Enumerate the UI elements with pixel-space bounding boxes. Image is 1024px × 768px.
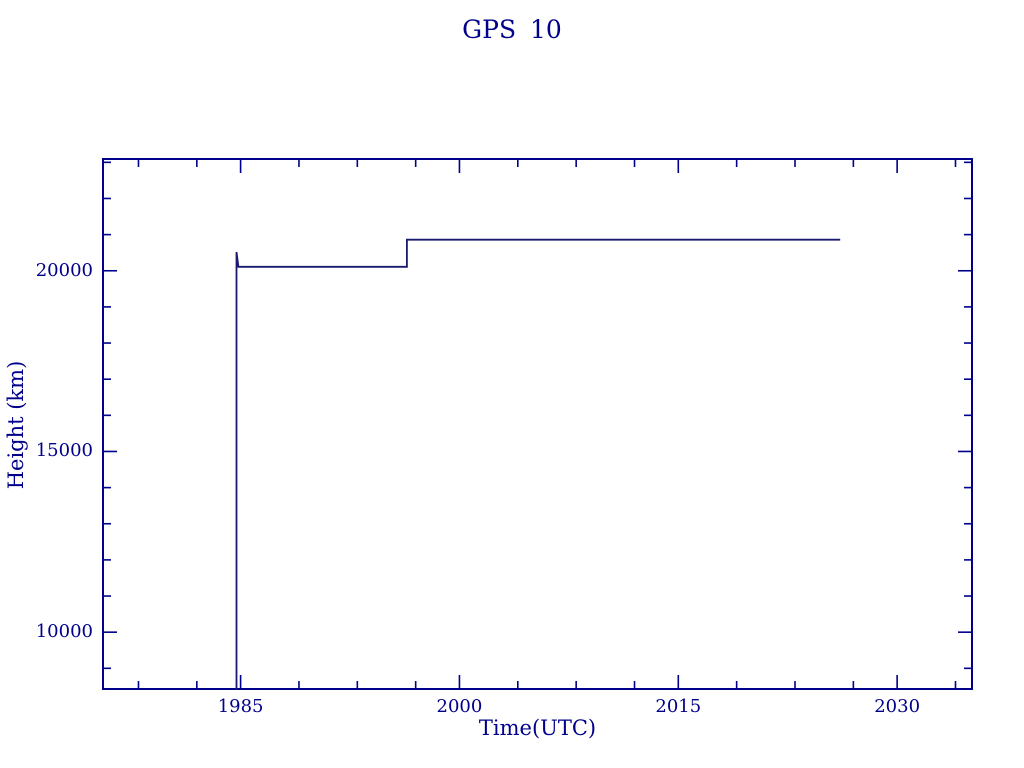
x-tick-label: 2015 — [655, 696, 702, 717]
x-tick-marks — [137, 160, 957, 688]
plot-area — [102, 158, 973, 690]
y-tick-label: 15000 — [35, 440, 93, 462]
x-axis-label: Time(UTC) — [478, 716, 597, 740]
y-axis-label: Height (km) — [4, 360, 28, 490]
plot-frame — [102, 158, 973, 690]
x-tick-label: 1985 — [217, 696, 264, 717]
y-tick-label: 20000 — [35, 259, 93, 281]
x-tick-label: 2000 — [436, 696, 483, 717]
chart-title: GPS 10 — [462, 15, 562, 44]
x-tick-label: 2030 — [874, 696, 921, 717]
y-tick-label: 10000 — [35, 621, 93, 643]
data-line — [235, 238, 841, 690]
y-tick-marks — [104, 161, 971, 670]
